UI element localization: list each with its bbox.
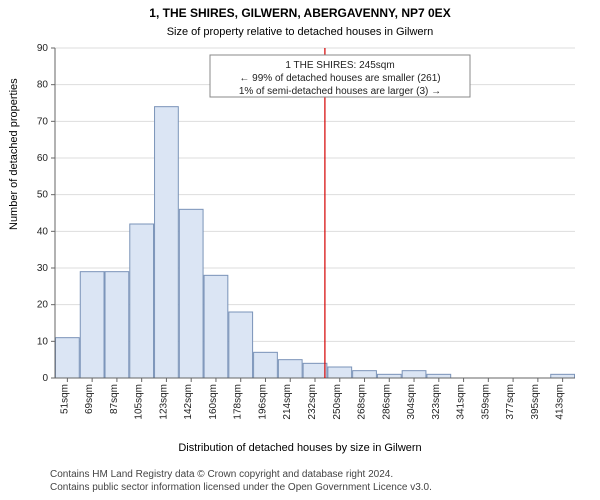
histogram-bar (377, 374, 401, 378)
histogram-bar (353, 371, 377, 378)
histogram-bar (328, 367, 352, 378)
svg-text:10: 10 (37, 336, 49, 347)
x-tick-label: 359sqm (480, 384, 491, 420)
callout-line: 1% of semi-detached houses are larger (3… (239, 86, 441, 97)
histogram-bar (105, 272, 129, 378)
x-tick-label: 51sqm (59, 384, 70, 414)
histogram-bar (254, 352, 278, 378)
svg-text:90: 90 (37, 43, 49, 54)
svg-text:70: 70 (37, 116, 49, 127)
histogram-bar (179, 209, 203, 378)
chart-svg: 0 10 20 30 40 50 60 70 80 90 51sqm 69sqm 87sqm 105sqm… (0, 0, 600, 500)
svg-text:20: 20 (37, 300, 49, 311)
x-tick-label: 250sqm (332, 384, 343, 420)
histogram-bar (155, 107, 179, 378)
histogram-bar (278, 360, 302, 378)
svg-text:80: 80 (37, 80, 49, 91)
x-tick-label: 341sqm (456, 384, 467, 420)
x-tick-label: 286sqm (381, 384, 392, 420)
histogram-bar (551, 374, 575, 378)
svg-text:60: 60 (37, 153, 49, 164)
histogram-bar (204, 275, 228, 378)
histogram-bar (229, 312, 253, 378)
x-tick-label: 196sqm (257, 384, 268, 420)
x-tick-label: 123sqm (158, 384, 169, 420)
x-tick-label: 377sqm (505, 384, 516, 420)
callout-line: 1 THE SHIRES: 245sqm (285, 60, 394, 71)
svg-text:0: 0 (42, 373, 48, 384)
histogram-bar (303, 363, 327, 378)
x-tick-label: 105sqm (134, 384, 145, 420)
x-tick-label: 413sqm (555, 384, 566, 420)
property-size-chart: 1, THE SHIRES, GILWERN, ABERGAVENNY, NP7… (0, 0, 600, 500)
callout-line: ← 99% of detached houses are smaller (26… (239, 73, 440, 84)
histogram-bar (80, 272, 104, 378)
histogram-bar (56, 338, 80, 378)
x-tick-label: 304sqm (406, 384, 417, 420)
x-tick-label: 69sqm (84, 384, 95, 414)
x-tick-label: 214sqm (282, 384, 293, 420)
x-tick-label: 142sqm (183, 384, 194, 420)
x-tick-label: 178sqm (233, 384, 244, 420)
histogram-bar (427, 374, 451, 378)
histogram-bar (402, 371, 426, 378)
histogram-bar (130, 224, 154, 378)
x-tick-label: 323sqm (431, 384, 442, 420)
x-tick-label: 395sqm (530, 384, 541, 420)
x-tick-label: 160sqm (208, 384, 219, 420)
svg-text:40: 40 (37, 226, 49, 237)
x-tick-label: 87sqm (109, 384, 120, 414)
x-tick-label: 268sqm (357, 384, 368, 420)
svg-text:50: 50 (37, 190, 49, 201)
svg-text:30: 30 (37, 263, 49, 274)
x-tick-label: 232sqm (307, 384, 318, 420)
